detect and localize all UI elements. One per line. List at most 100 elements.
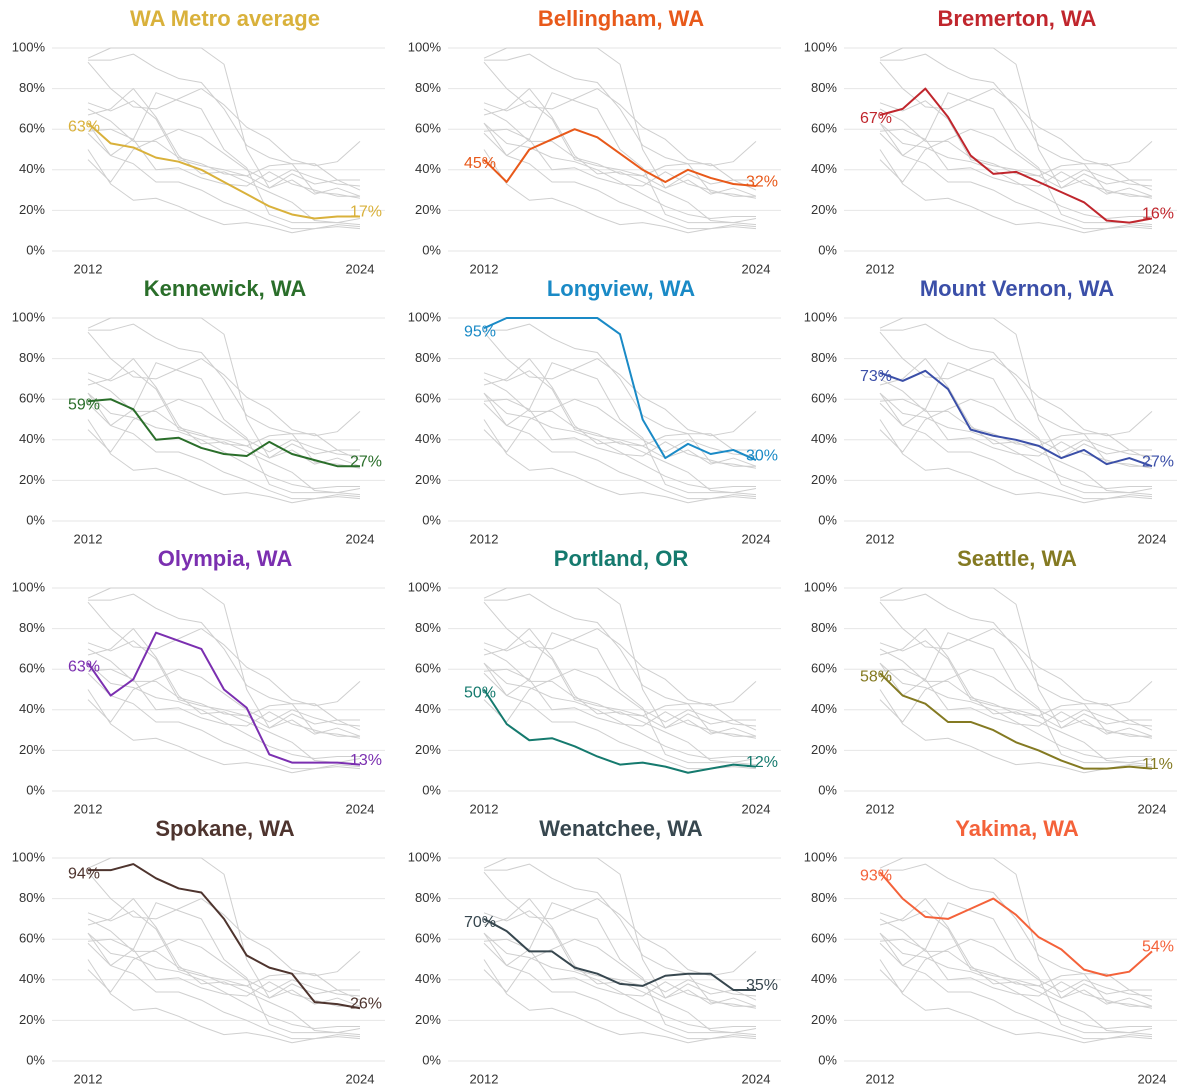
y-tick-label: 40% xyxy=(19,701,45,716)
panel-title: Spokane, WA xyxy=(155,816,294,841)
y-tick-label: 100% xyxy=(804,39,838,54)
value-label: 94% xyxy=(68,865,100,882)
y-tick-label: 0% xyxy=(818,1052,837,1067)
series-line xyxy=(87,898,361,1034)
panel-title: Bremerton, WA xyxy=(938,6,1097,31)
panel: Yakima, WA 0% 20% 40% 60% 80% 100% 2012 2024 93% 5… xyxy=(804,816,1177,1086)
panel: Bellingham, WA 0% 20% 40% 60% 80% 100% 2012 2024… xyxy=(408,6,781,276)
series-line xyxy=(879,87,1153,224)
y-tick-label: 80% xyxy=(415,620,441,635)
y-tick-label: 0% xyxy=(26,1052,45,1067)
series-line xyxy=(484,863,757,1009)
panel-title: Seattle, WA xyxy=(957,546,1077,571)
x-tick-label: 2012 xyxy=(74,261,103,276)
series-line xyxy=(483,628,757,764)
y-tick-label: 80% xyxy=(415,350,441,365)
series-line xyxy=(87,398,360,468)
y-tick-label: 20% xyxy=(415,472,441,487)
value-label: 35% xyxy=(746,977,778,994)
series-line xyxy=(880,53,1153,199)
series-line xyxy=(879,358,1153,494)
y-tick-label: 60% xyxy=(415,661,441,676)
x-tick-label: 2012 xyxy=(866,261,895,276)
y-tick-label: 0% xyxy=(818,782,837,797)
panel-title: Kennewick, WA xyxy=(144,276,307,301)
value-label: 17% xyxy=(350,204,382,221)
y-tick-label: 100% xyxy=(12,849,46,864)
value-label: 16% xyxy=(1142,206,1174,223)
series-line xyxy=(879,857,1153,1001)
y-tick-label: 80% xyxy=(415,890,441,905)
value-label: 67% xyxy=(860,110,892,127)
series-line xyxy=(88,863,361,1010)
y-tick-label: 40% xyxy=(19,161,45,176)
series-line xyxy=(483,362,757,496)
series-line xyxy=(87,587,361,731)
y-tick-label: 20% xyxy=(811,1012,837,1027)
y-tick-label: 40% xyxy=(415,161,441,176)
series-line xyxy=(87,128,360,197)
value-label: 70% xyxy=(464,914,496,931)
value-label: 50% xyxy=(464,685,496,702)
y-tick-label: 20% xyxy=(811,742,837,757)
y-tick-label: 60% xyxy=(811,121,837,136)
y-tick-label: 80% xyxy=(19,350,45,365)
series-line xyxy=(879,402,1153,500)
x-tick-label: 2024 xyxy=(346,261,375,276)
series-line xyxy=(87,648,360,721)
value-label: 26% xyxy=(350,995,382,1012)
series-line xyxy=(88,323,361,469)
y-tick-label: 80% xyxy=(19,80,45,95)
series-line xyxy=(87,871,361,977)
value-label: 27% xyxy=(350,453,382,470)
panel: WA Metro average 0% 20% 40% 60% 80% 100% 2012 20… xyxy=(12,6,385,276)
series-line xyxy=(879,662,1152,760)
series-line xyxy=(879,132,1153,230)
value-label: 73% xyxy=(860,368,892,385)
series-line xyxy=(483,61,757,167)
x-tick-label: 2012 xyxy=(470,531,499,546)
series-line xyxy=(87,902,361,1036)
y-tick-label: 80% xyxy=(19,620,45,635)
y-tick-label: 80% xyxy=(811,350,837,365)
series-line xyxy=(879,898,1153,1034)
value-label: 63% xyxy=(68,118,100,135)
y-tick-label: 60% xyxy=(811,931,837,946)
x-tick-label: 2024 xyxy=(742,1071,771,1086)
series-line xyxy=(483,317,757,462)
series-line xyxy=(879,122,1152,220)
series-line xyxy=(879,108,1152,181)
x-tick-label: 2024 xyxy=(346,801,375,816)
x-tick-label: 2024 xyxy=(346,1071,375,1086)
series-line xyxy=(87,631,361,766)
y-tick-label: 40% xyxy=(811,971,837,986)
series-line xyxy=(483,857,757,1001)
series-line xyxy=(483,398,757,457)
series-line xyxy=(87,402,361,500)
series-line xyxy=(879,648,1152,721)
y-tick-label: 80% xyxy=(811,620,837,635)
y-tick-label: 0% xyxy=(422,782,441,797)
series-line xyxy=(483,910,757,1007)
value-label: 58% xyxy=(860,668,892,685)
series-line xyxy=(879,61,1153,167)
series-line xyxy=(879,392,1152,490)
series-line xyxy=(87,672,361,770)
series-line xyxy=(87,628,361,764)
series-line xyxy=(483,100,757,197)
panel-title: Portland, OR xyxy=(554,546,689,571)
series-line xyxy=(483,672,757,770)
series-line xyxy=(879,938,1153,997)
series-line xyxy=(879,92,1153,226)
series-line xyxy=(87,640,361,737)
x-tick-label: 2012 xyxy=(866,801,895,816)
y-tick-label: 100% xyxy=(408,309,442,324)
y-tick-label: 60% xyxy=(415,121,441,136)
series-line xyxy=(483,938,757,997)
series-line xyxy=(87,122,360,220)
y-tick-label: 60% xyxy=(19,661,45,676)
series-line xyxy=(879,128,1153,187)
series-line xyxy=(879,871,1153,977)
series-line xyxy=(87,100,361,197)
value-label: 93% xyxy=(860,867,892,884)
